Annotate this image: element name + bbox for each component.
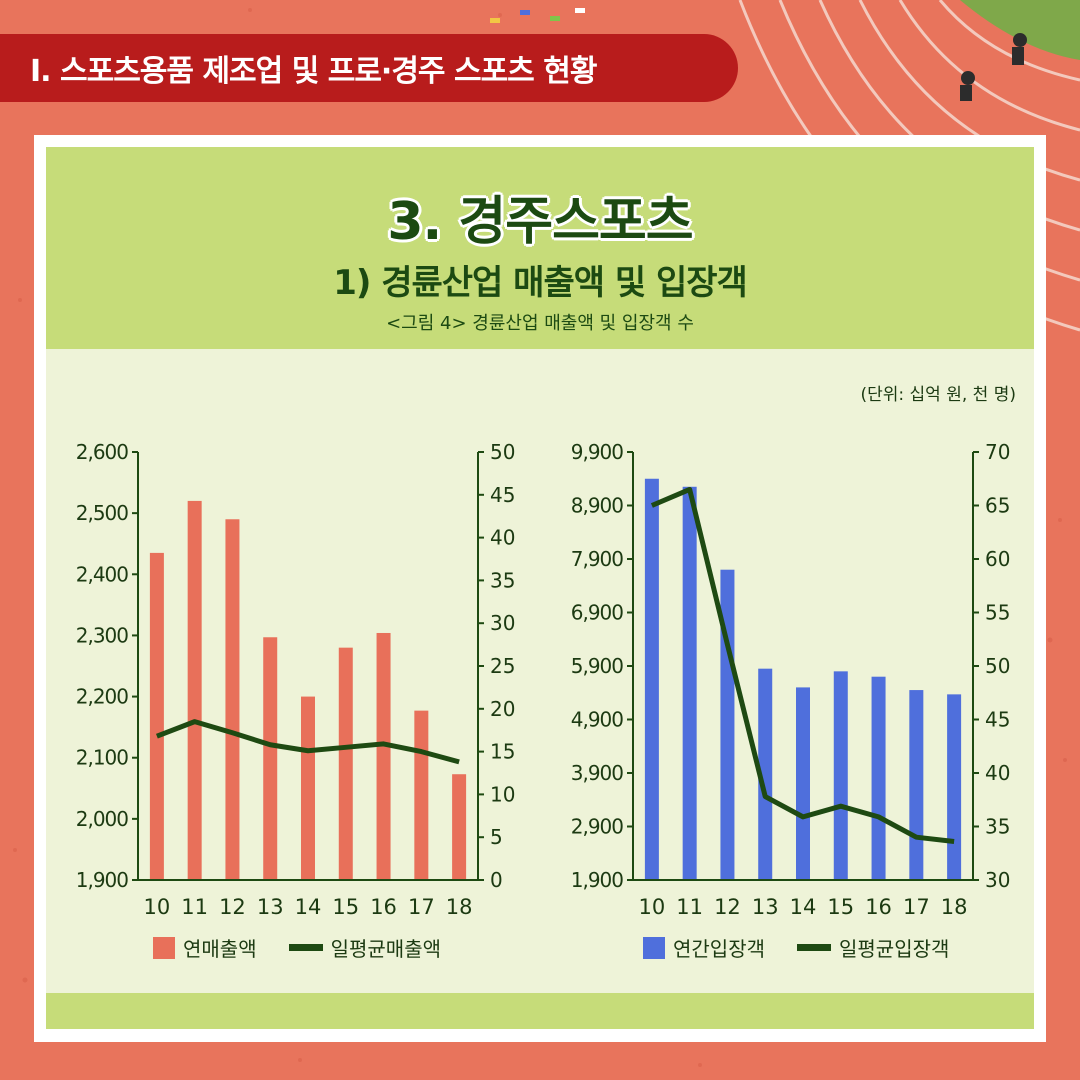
x-tick-label: 15 [827,895,854,919]
bar [301,696,315,880]
x-tick-label: 15 [332,895,359,919]
bar [414,710,429,880]
right-tick-label: 60 [985,547,1010,571]
bar [947,694,962,880]
bar [187,500,202,880]
page-subtitle: 1) 경륜산업 매출액 및 입장객 [333,263,748,303]
left-tick-label: 1,900 [571,868,624,892]
x-tick-label: 14 [790,895,817,919]
right-tick-label: 35 [490,568,515,592]
x-tick-label: 14 [295,895,322,919]
bar [644,478,659,880]
x-tick-label: 13 [752,895,779,919]
x-tick-label: 16 [865,895,892,919]
right-tick-label: 10 [490,782,515,806]
bar [263,637,278,880]
right-tick-label: 30 [985,868,1010,892]
legend-swatch-bar [643,936,665,959]
bar [720,569,735,880]
sales-legend: 연매출액 일평균매출액 [153,933,441,962]
x-tick-label: 18 [446,895,473,919]
left-tick-label: 2,900 [571,815,624,839]
left-tick-label: 4,900 [571,708,624,732]
x-tick-label: 11 [676,895,703,919]
bar [871,676,886,880]
right-tick-label: 15 [490,740,515,764]
left-tick-label: 2,200 [76,685,129,709]
right-tick-label: 70 [985,440,1010,464]
confetti-decoration [490,8,585,23]
right-tick-label: 0 [490,868,503,892]
right-tick-label: 25 [490,654,515,678]
right-tick-label: 40 [490,526,515,550]
x-tick-label: 12 [219,895,246,919]
figure-caption: <그림 4> 경륜산업 매출액 및 입장객 수 [386,313,694,334]
bar [909,690,924,880]
x-tick-label: 17 [408,895,435,919]
bar [833,671,848,880]
x-tick-label: 18 [941,895,968,919]
right-tick-label: 35 [985,815,1010,839]
x-tick-label: 10 [144,895,171,919]
line-series [155,719,460,765]
right-tick-label: 45 [985,708,1010,732]
x-tick-label: 13 [257,895,284,919]
runner-icon [1012,33,1027,65]
runner-icon [960,71,975,101]
legend-swatch-bar [153,936,175,959]
right-tick-label: 20 [490,697,515,721]
section-banner: Ⅰ. 스포츠용품 제조업 및 프로·경주 스포츠 현황 [0,34,738,102]
bar [452,774,467,880]
left-tick-label: 2,400 [76,562,129,586]
right-tick-label: 5 [490,825,503,849]
right-tick-label: 50 [490,440,515,464]
left-tick-label: 3,900 [571,761,624,785]
bar [758,668,773,880]
legend-label-bar: 연매출액 [183,937,257,961]
left-tick-label: 2,300 [76,623,129,647]
bar [376,632,391,880]
bar [149,552,164,880]
bar [682,486,697,880]
bar [796,687,810,880]
right-tick-label: 30 [490,611,515,635]
x-tick-label: 12 [714,895,741,919]
card-footer [46,993,1034,1029]
bar [225,519,240,880]
legend-swatch-line [288,944,323,951]
left-tick-label: 2,500 [76,501,129,525]
left-tick-label: 9,900 [571,440,624,464]
left-tick-label: 2,000 [76,807,129,831]
visitors-legend: 연간입장객 일평균입장객 [643,933,949,962]
right-tick-label: 55 [985,601,1010,625]
right-tick-label: 40 [985,761,1010,785]
legend-label-line: 일평균입장객 [839,937,950,961]
bar [338,647,353,880]
sales-chart: 1,900 2,000 2,100 2,200 2,300 2,400 2,500 2,600… [76,440,516,919]
visitors-chart: 1,900 2,900 3,900 4,900 5,900 6,900 7,900 8,900… [571,440,1011,919]
card-header: 3. 경주스포츠 1) 경륜산업 매출액 및 입장객 <그림 4> 경륜산업 매… [46,147,1034,349]
legend-label-bar: 연간입장객 [673,937,765,961]
legend-label-line: 일평균매출액 [330,937,442,961]
unit-note: (단위: 십억 원, 천 명) [860,385,1017,405]
left-tick-label: 1,900 [76,868,129,892]
x-tick-label: 17 [903,895,930,919]
x-tick-label: 16 [370,895,397,919]
line-series [650,486,955,844]
left-tick-label: 8,900 [571,494,624,518]
left-tick-label: 2,600 [76,440,129,464]
right-tick-label: 65 [985,494,1010,518]
left-tick-label: 6,900 [571,601,624,625]
left-tick-label: 5,900 [571,654,624,678]
page-title: 3. 경주스포츠 [387,192,693,252]
right-tick-label: 45 [490,483,515,507]
left-tick-label: 2,100 [76,746,129,770]
legend-swatch-line [797,944,831,951]
right-tick-label: 50 [985,654,1010,678]
x-tick-label: 11 [181,895,208,919]
chart-area [46,349,1034,993]
left-tick-label: 7,900 [571,547,624,571]
x-tick-label: 10 [639,895,666,919]
